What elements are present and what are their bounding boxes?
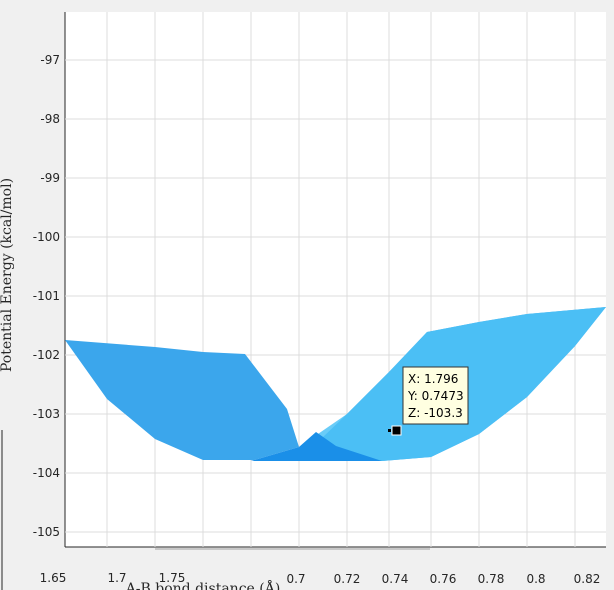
z-tick-label: -97 xyxy=(40,53,60,67)
datatip-box xyxy=(402,366,469,425)
z-tick-label: -98 xyxy=(40,112,60,126)
datatip[interactable]: X: 1.796 Y: 0.7473 Z: -103.3 xyxy=(388,366,469,436)
z-tick-label: -103 xyxy=(33,407,60,421)
x-tick-label: 1.75 xyxy=(159,571,186,585)
x-axis-title: A-B bond distance (Å) xyxy=(125,579,281,590)
y-tick-label: 0.78 xyxy=(478,572,505,586)
datatip-anchor xyxy=(388,429,391,432)
z-tick-label: -101 xyxy=(33,289,60,303)
z-axis-ticks: -97 -98 -99 -100 -101 -102 -103 -104 -10… xyxy=(33,53,60,539)
z-tick-label: -99 xyxy=(40,171,60,185)
datatip-marker[interactable] xyxy=(391,425,402,436)
z-axis-title: Potential Energy (kcal/mol) xyxy=(0,178,15,372)
x-tick-label: 1.65 xyxy=(40,571,67,585)
z-tick-label: -104 xyxy=(33,466,60,480)
y-tick-label: 0.7 xyxy=(286,572,305,586)
y-tick-label: 0.72 xyxy=(334,572,361,586)
z-tick-label: -105 xyxy=(33,525,60,539)
y-tick-label: 0.82 xyxy=(574,572,601,586)
y-tick-label: 0.74 xyxy=(382,572,409,586)
z-tick-label: -102 xyxy=(33,348,60,362)
z-tick-label: -100 xyxy=(33,230,60,244)
x-tick-label: 1.7 xyxy=(107,571,126,585)
datatip-x: X: 1.796 xyxy=(408,372,458,386)
datatip-y: Y: 0.7473 xyxy=(407,389,464,403)
x-axis-ticks: 1.65 1.7 1.75 0.7 0.72 0.74 0.76 0.78 0.… xyxy=(40,571,601,586)
surface-overlap-region xyxy=(251,432,382,461)
datatip-z: Z: -103.3 xyxy=(408,406,463,420)
plot-area xyxy=(65,12,606,547)
y-tick-label: 0.76 xyxy=(430,572,457,586)
y-tick-label: 0.8 xyxy=(526,572,545,586)
